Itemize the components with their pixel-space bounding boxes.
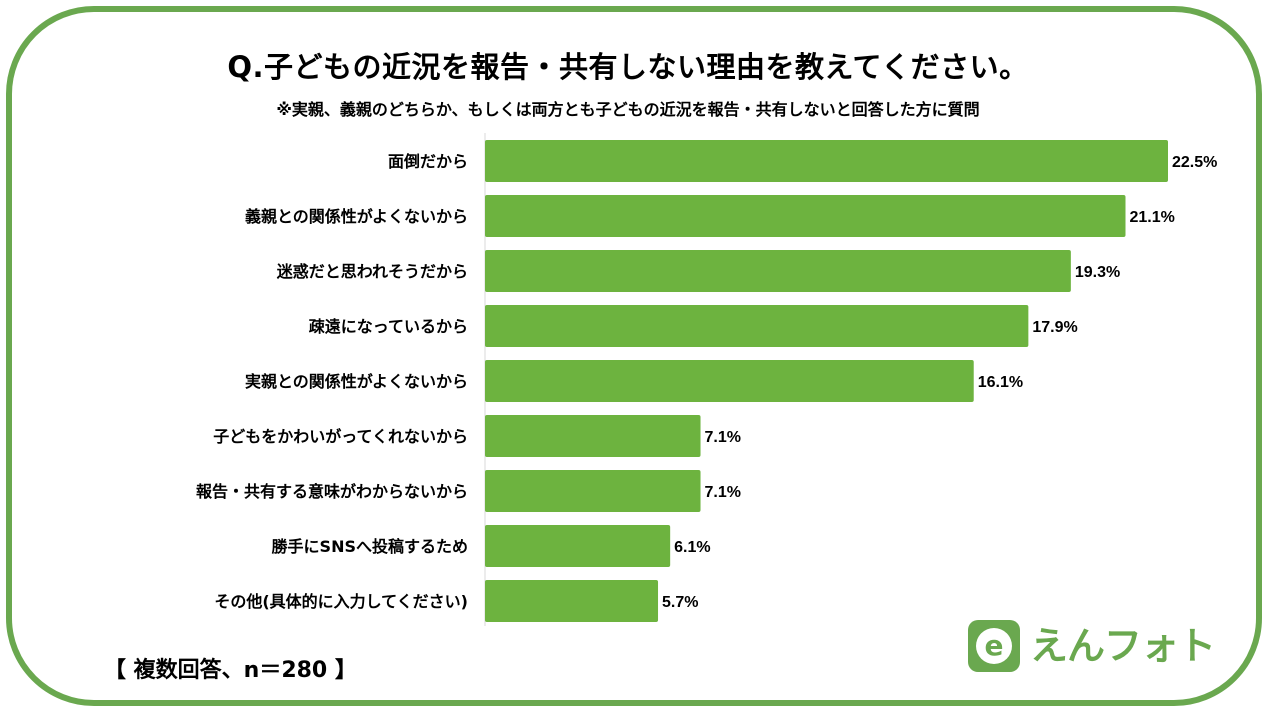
- bar: [485, 470, 701, 512]
- logo-icon: e: [968, 620, 1020, 672]
- bar: [485, 525, 671, 567]
- bar: [485, 305, 1029, 347]
- enphoto-logo: e えんフォト: [968, 618, 1216, 674]
- data-label: 19.3%: [1075, 264, 1120, 281]
- data-label: 5.7%: [662, 594, 698, 611]
- data-label: 7.1%: [705, 429, 741, 446]
- bar: [485, 580, 659, 622]
- data-label: 16.1%: [978, 374, 1023, 391]
- bar: [485, 195, 1126, 237]
- data-label: 21.1%: [1130, 209, 1175, 226]
- category-label: 報告・共有する意味がわからないから: [196, 482, 468, 501]
- bar: [485, 415, 701, 457]
- sample-note: 【 複数回答、n＝280 】: [104, 658, 357, 683]
- data-label: 22.5%: [1172, 154, 1217, 171]
- category-label: 勝手にSNSへ投稿するため: [272, 537, 468, 556]
- category-label: 子どもをかわいがってくれないから: [213, 427, 468, 446]
- category-label: 疎遠になっているから: [309, 317, 468, 336]
- category-label: 面倒だから: [388, 152, 468, 171]
- category-label: 迷惑だと思われそうだから: [276, 262, 468, 281]
- category-label: 実親との関係性がよくないから: [245, 372, 468, 391]
- logo-text: えんフォト: [1030, 624, 1216, 668]
- chart-subtitle: ※実親、義親のどちらか、もしくは両方とも子どもの近況を報告・共有しないと回答した…: [276, 100, 980, 119]
- category-label: その他(具体的に入力してください): [214, 592, 468, 611]
- chart-title: Q.子どもの近況を報告・共有しない理由を教えてください。: [227, 50, 1029, 84]
- data-label: 7.1%: [705, 484, 741, 501]
- bar: [485, 360, 974, 402]
- data-label: 17.9%: [1032, 319, 1077, 336]
- logo-mark-letter: e: [976, 628, 1012, 664]
- bar: [485, 140, 1168, 182]
- bar: [485, 250, 1071, 292]
- data-label: 6.1%: [674, 539, 710, 556]
- category-label: 義親との関係性がよくないから: [245, 207, 468, 226]
